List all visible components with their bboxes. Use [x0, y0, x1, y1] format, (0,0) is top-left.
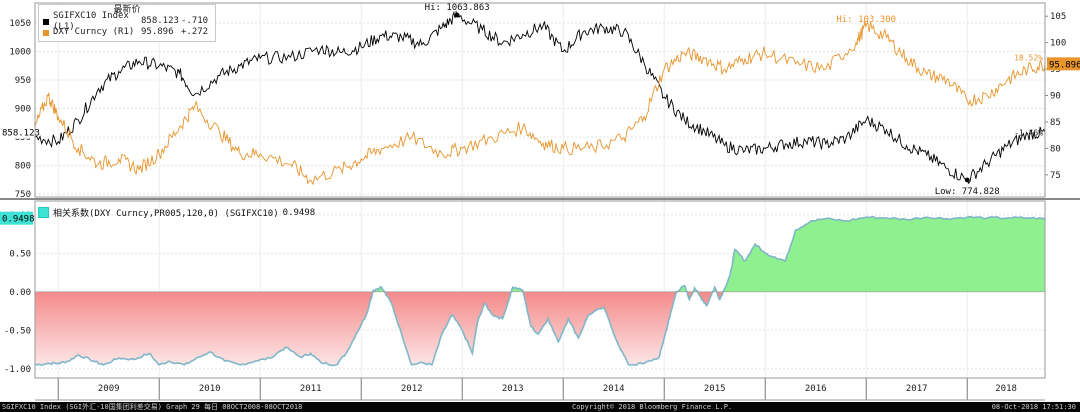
right-last-tag: 95.896 [1049, 60, 1080, 70]
dxy-high-label: Hi: 103.300 [836, 15, 896, 25]
legend-last: 95.896 [141, 27, 174, 37]
year-label: 2009 [98, 384, 120, 394]
right-last-tag-bg [1047, 57, 1080, 71]
year-label: 2016 [805, 384, 827, 394]
right-tick-label: 100 [1050, 39, 1066, 49]
correlation-line [34, 215, 1046, 367]
year-label: 2014 [603, 384, 625, 394]
corr-tick-label: 0.50 [9, 249, 31, 259]
series-line-dxy [34, 20, 1046, 186]
corr-tick-label: -0.50 [4, 326, 31, 336]
left-tick-label: 750 [15, 190, 31, 200]
footer-center: Copyright© 2018 Bloomberg Finance L.P. [572, 403, 733, 411]
footer-left: SGIFXC10 Index (SGI外汇-10国集团利差交易) Graph 2… [2, 403, 303, 411]
year-label: 2015 [704, 384, 726, 394]
correlation-badge: 0.9498 [2, 215, 35, 225]
low-label: Low: 774.828 [935, 187, 1000, 197]
low-marker [964, 177, 970, 183]
correlation-label: 相关系数(DXY Curncy,PR005,120,0) (SGIFXC10) [53, 209, 279, 219]
year-label: 2011 [300, 384, 322, 394]
footer-right: 08-Oct-2018 17:51:30 [991, 403, 1076, 411]
price-lines [34, 10, 1046, 186]
right-tick-label: 80 [1050, 144, 1061, 154]
legend-name: DXY Curncy (R1) [53, 27, 135, 37]
legend-last: 858.123 [141, 16, 179, 26]
left-last-tag-bg [0, 125, 33, 139]
legend-change: -.710 [181, 16, 209, 26]
right-tick-label: 75 [1050, 171, 1061, 181]
high-label: Hi: 1063.863 [425, 3, 490, 13]
dxy-change-label: 18.52% [1014, 53, 1043, 62]
correlation-badge-bg [0, 211, 33, 225]
footer-bar: SGIFXC10 Index (SGI外汇-10国集团利差交易) Graph 2… [0, 402, 1080, 412]
price-legend: 最新价 SGIFXC10 Index (L1) 858.123 -.710 DX… [38, 4, 216, 42]
year-label: 2012 [401, 384, 423, 394]
correlation-swatch [38, 207, 49, 218]
positive-correlation-fill [35, 216, 1045, 292]
correlation-legend: 相关系数(DXY Curncy,PR005,120,0) (SGIFXC10) … [38, 206, 315, 219]
bottom-panel-frame [34, 200, 1046, 379]
legend-name: SGIFXC10 Index (L1) [53, 10, 129, 32]
legend-change: +.272 [181, 27, 209, 37]
right-tick-label: 105 [1050, 12, 1066, 22]
corr-tick-label: -1.00 [4, 365, 31, 375]
left-tick-label: 1000 [9, 48, 31, 58]
right-tick-label: 85 [1050, 118, 1061, 128]
right-tick-label: 90 [1050, 92, 1061, 102]
corr-tick-label: 0.00 [9, 288, 31, 298]
year-label: 2013 [502, 384, 524, 394]
annotations: Hi: 1063.863 Low: 774.828 -1.46% Hi: 103.30… [0, 3, 1080, 225]
top-panel-frame [34, 2, 1046, 198]
legend-swatch-black [43, 18, 49, 25]
year-label: 2018 [995, 384, 1017, 394]
axis-labels: 750800850900950100010507580859095100105-… [4, 12, 1066, 394]
legend-header: 最新价 [113, 5, 141, 15]
year-label: 2010 [199, 384, 221, 394]
left-tick-label: 1050 [9, 19, 31, 29]
legend-row-dxy: DXY Curncy (R1) 95.896 +.272 [39, 27, 215, 38]
legend-swatch-orange [43, 29, 49, 36]
legend-row-sgifxc10: SGIFXC10 Index (L1) 858.123 -.710 [39, 11, 215, 32]
correlation-value: 0.9498 [282, 207, 316, 218]
axes [0, 2, 1080, 401]
high-marker [454, 12, 460, 18]
left-tick-label: 900 [15, 105, 31, 115]
series-line-sgifxc10 [34, 10, 1046, 185]
sgifxc10-change-label: -1.46% [1014, 128, 1043, 137]
left-tick-label: 800 [15, 162, 31, 172]
left-tick-label: 950 [15, 76, 31, 86]
left-last-tag: 858.123 [2, 128, 40, 138]
year-label: 2017 [906, 384, 928, 394]
correlation-area [34, 215, 1046, 367]
